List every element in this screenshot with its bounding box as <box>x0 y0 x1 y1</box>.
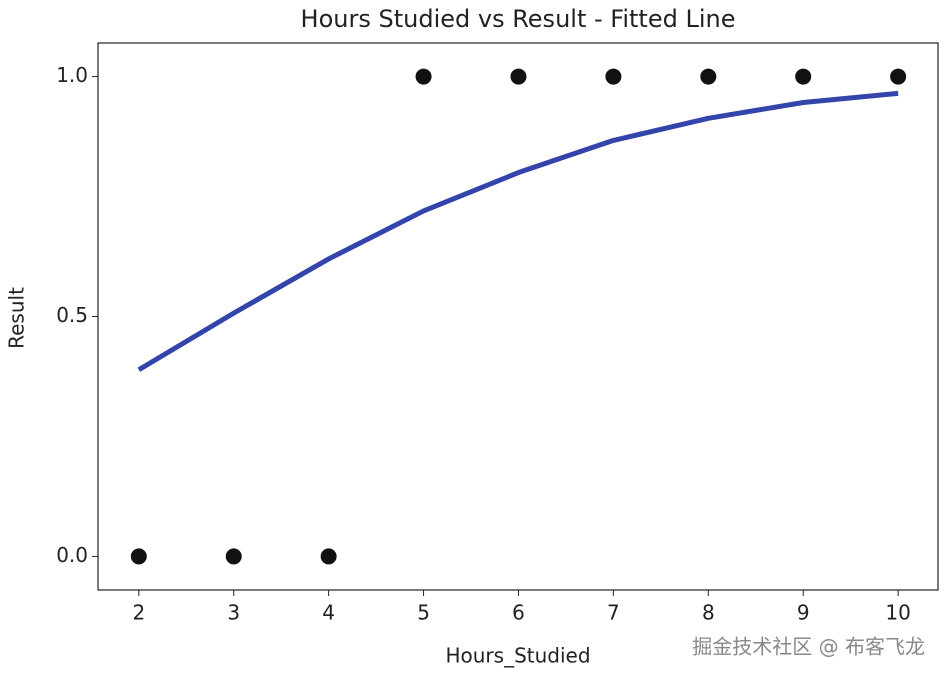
watermark: 掘金技术社区 @ 布客飞龙 <box>692 635 925 659</box>
chart-title: Hours Studied vs Result - Fitted Line <box>301 5 736 33</box>
x-tick-label: 2 <box>132 601 145 625</box>
x-tick-label: 7 <box>607 601 620 625</box>
data-point <box>415 68 432 85</box>
data-point <box>890 68 907 85</box>
x-tick-label: 8 <box>702 601 715 625</box>
x-tick-label: 6 <box>512 601 525 625</box>
data-point <box>605 68 622 85</box>
x-tick-label: 9 <box>797 601 810 625</box>
data-point <box>225 548 242 565</box>
data-point <box>795 68 812 85</box>
data-point <box>320 548 337 565</box>
data-point <box>510 68 527 85</box>
data-point <box>130 548 147 565</box>
y-tick-label: 1.0 <box>56 63 88 87</box>
x-tick-label: 10 <box>885 601 910 625</box>
y-axis-label: Result <box>5 287 29 349</box>
fitted-line <box>137 90 899 372</box>
x-axis-label: Hours_Studied <box>445 644 590 668</box>
y-tick-label: 0.5 <box>56 303 88 327</box>
y-tick-label: 0.0 <box>56 543 88 567</box>
x-tick-label: 5 <box>417 601 430 625</box>
x-tick-label: 4 <box>322 601 335 625</box>
data-point <box>700 68 717 85</box>
x-tick-label: 3 <box>227 601 240 625</box>
